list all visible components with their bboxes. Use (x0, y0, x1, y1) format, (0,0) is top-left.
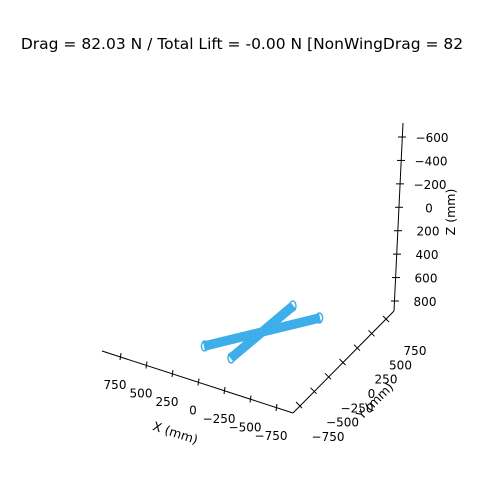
y-tick-label: −250 (341, 401, 374, 415)
y-tick-label: 500 (389, 358, 412, 372)
y-axis-line (292, 310, 395, 414)
y-tick-label: 250 (375, 373, 398, 387)
y-tick-mark (353, 344, 361, 352)
member-line (232, 308, 297, 362)
y-tick-mark (368, 329, 375, 337)
member-end-cap (288, 300, 297, 312)
x-tick-mark (171, 369, 174, 378)
member-spar-y (227, 300, 297, 364)
z-axis-label: Z (mm) (443, 189, 458, 236)
x-tick-label: 500 (130, 387, 153, 401)
z-axis-ticks: −600 −400 −200 0 200 400 600 800 (391, 131, 448, 309)
x-tick-mark (119, 352, 122, 361)
z-tick-label: 800 (414, 295, 437, 309)
y-tick-mark (310, 387, 317, 395)
x-axis-label: X (mm) (151, 418, 200, 447)
z-tick-label: 400 (416, 248, 439, 262)
x-tick-label: −250 (203, 412, 236, 426)
y-tick-label: 750 (404, 344, 427, 358)
z-tick-label: 600 (415, 272, 438, 286)
member-line (232, 307, 296, 361)
x-tick-label: 250 (156, 395, 179, 409)
member-end-cap (200, 340, 209, 352)
z-axis-line (393, 122, 404, 312)
x-tick-mark (223, 386, 226, 395)
y-tick-mark (295, 401, 303, 409)
z-tick-label: −400 (415, 154, 448, 168)
y-tick-label: 0 (368, 387, 376, 401)
y-tick-label: −750 (312, 430, 345, 444)
x-tick-label: 0 (189, 404, 197, 418)
member-line (230, 305, 294, 359)
y-tick-mark (382, 315, 390, 323)
x-tick-label: −750 (255, 429, 288, 443)
chart-title: Drag = 82.03 N / Total Lift = -0.00 N [N… (21, 35, 463, 53)
member-end-cap (227, 352, 236, 364)
x-tick-mark (275, 403, 278, 412)
x-tick-mark (145, 361, 148, 369)
z-tick-label: −600 (416, 131, 449, 145)
member-line (229, 304, 293, 358)
y-tick-label: −500 (326, 416, 359, 430)
x-tick-mark (249, 395, 252, 403)
z-tick-label: 200 (417, 225, 440, 239)
x-tick-label: −500 (229, 421, 262, 435)
z-axis: −600 −400 −200 0 200 400 600 800 Z (mm) (391, 122, 458, 312)
member-line (231, 306, 295, 360)
y-tick-mark (324, 372, 332, 380)
z-tick-label: 0 (425, 201, 433, 215)
y-tick-mark (339, 358, 346, 366)
z-tick-label: −200 (414, 178, 447, 192)
member-end-cap (315, 312, 324, 324)
x-axis-line (101, 350, 294, 414)
member-line (228, 303, 292, 357)
frame-members (200, 300, 324, 364)
x-tick-label: 750 (104, 378, 127, 392)
member-line (227, 302, 292, 356)
x-tick-mark (197, 378, 200, 386)
